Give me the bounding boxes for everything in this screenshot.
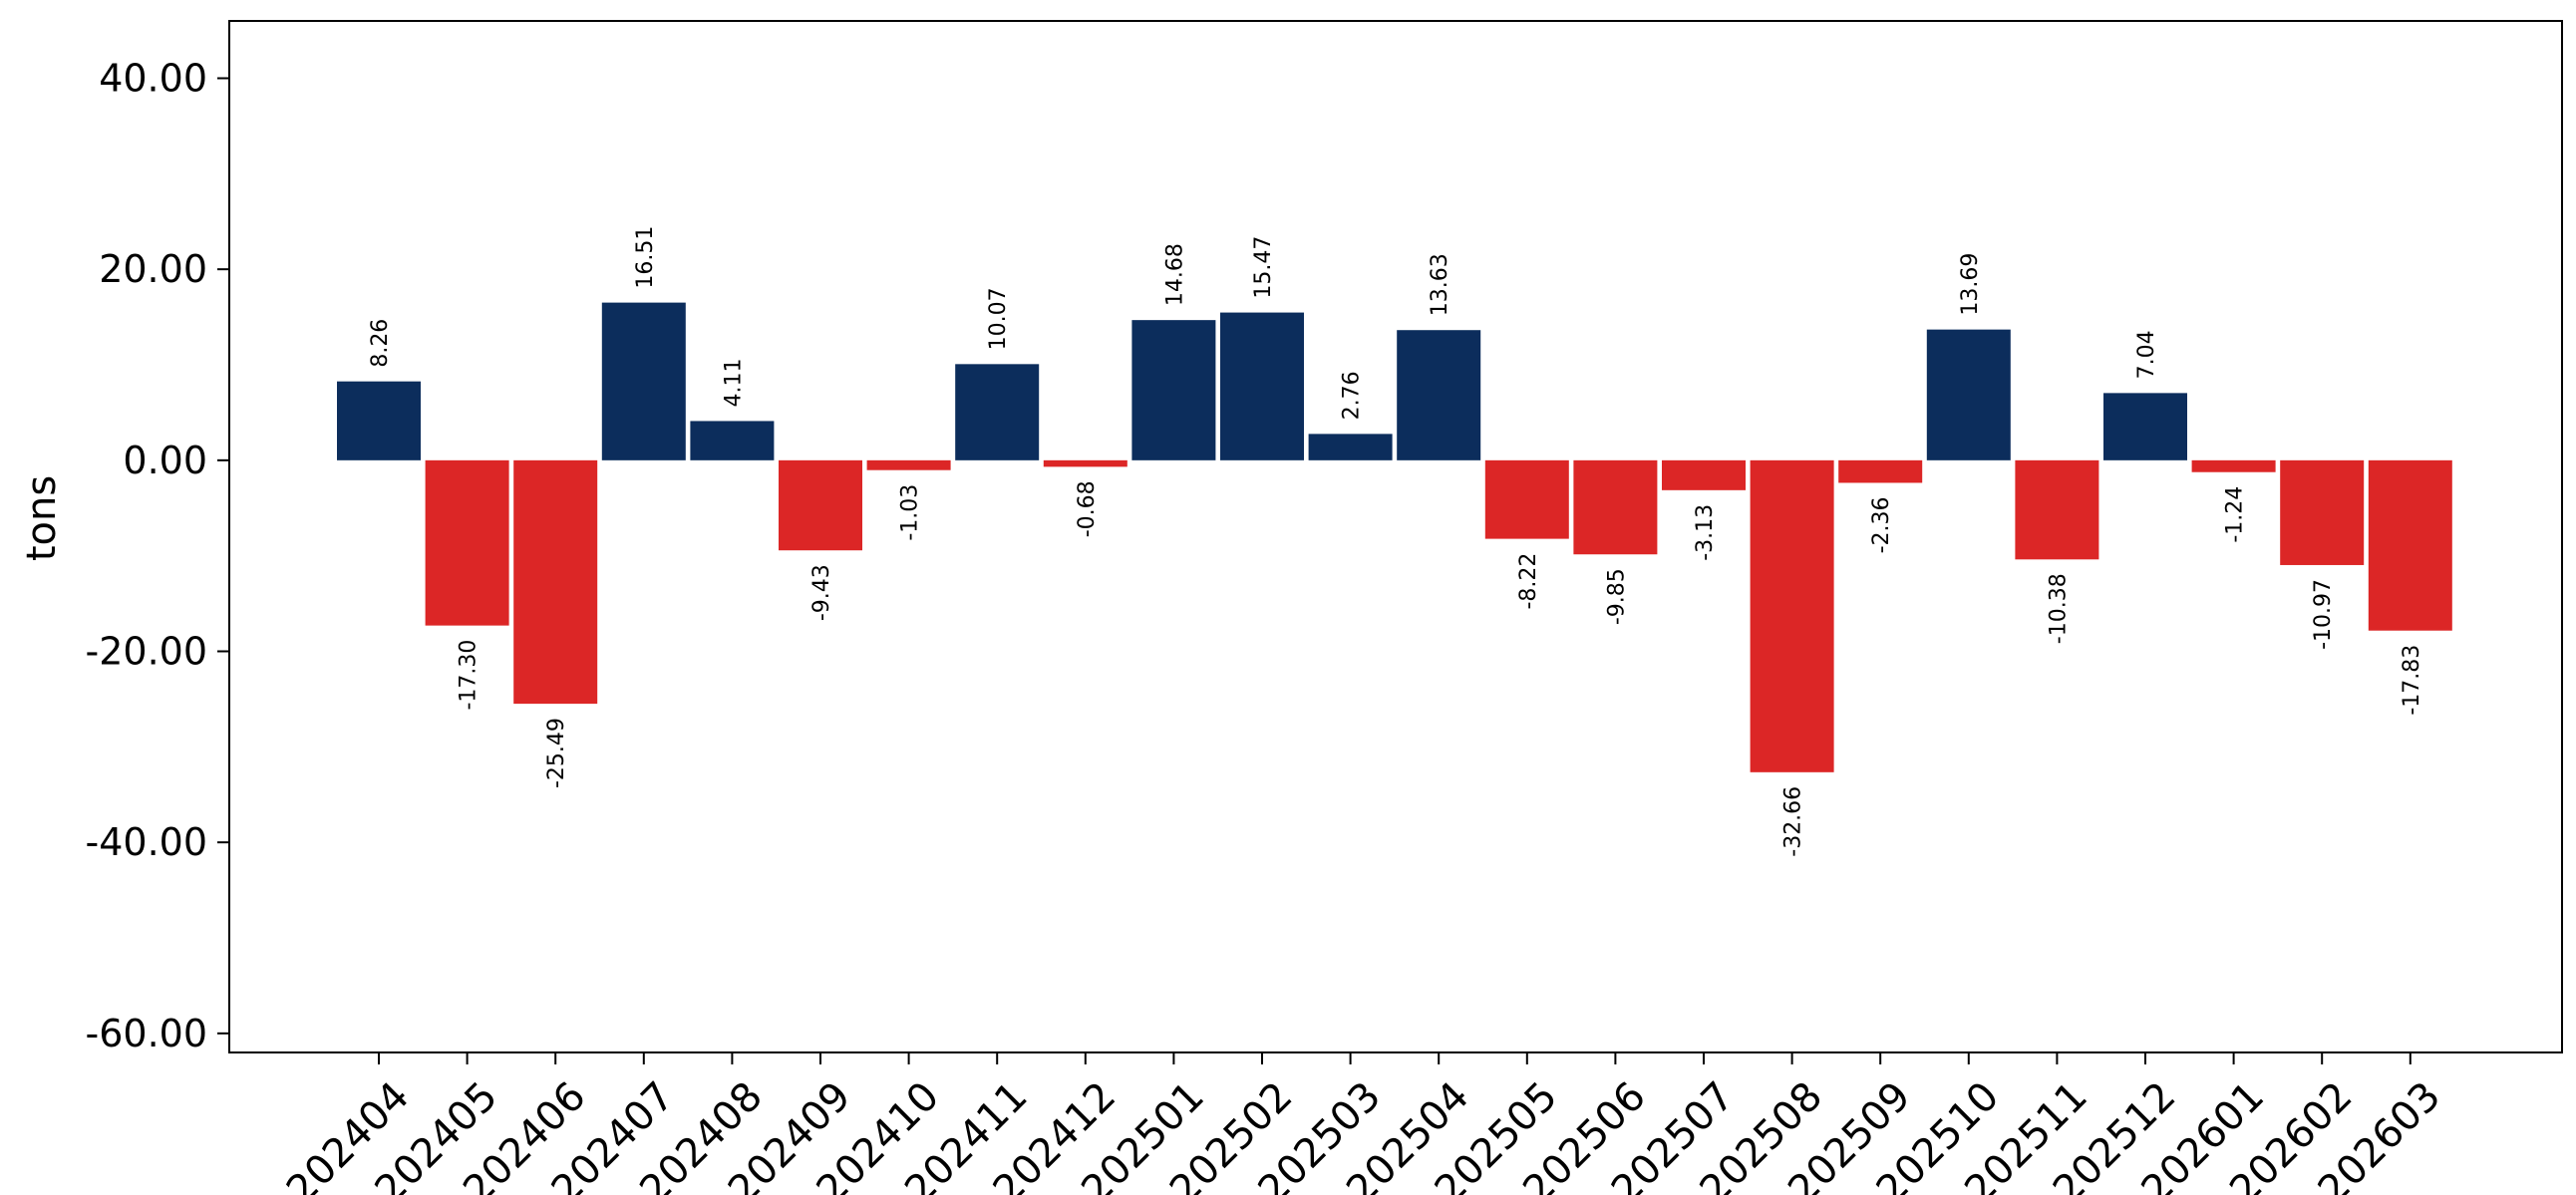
bar-202505 — [1484, 459, 1569, 539]
bar-202412 — [1043, 459, 1127, 467]
data-label-202602: -10.97 — [2311, 579, 2336, 650]
bar-202509 — [1838, 459, 1923, 483]
x-axis: 2024042024052024062024072024082024092024… — [278, 1052, 2449, 1195]
data-label-202411: 10.07 — [986, 287, 1011, 350]
data-label-202509: -2.36 — [1869, 496, 1894, 553]
data-label-202502: 15.47 — [1251, 236, 1276, 299]
data-label-202408: 4.11 — [721, 358, 746, 407]
data-label-202505: -8.22 — [1516, 553, 1541, 610]
bar-202407 — [601, 302, 686, 460]
plot-frame — [228, 20, 2563, 1053]
data-label-202512: 7.04 — [2134, 330, 2159, 379]
bar-202510 — [1926, 329, 2011, 460]
bar-202503 — [1308, 434, 1393, 460]
data-labels-group: 8.26 -17.30 -25.49 16.51 4.11 -9.43 -1.03 10.07… — [368, 226, 2424, 857]
data-label-202501: 14.68 — [1162, 243, 1187, 306]
data-label-202507: -3.13 — [1693, 504, 1718, 561]
bar-202405 — [425, 459, 509, 626]
bar-202411 — [955, 364, 1040, 460]
data-label-202409: -9.43 — [809, 564, 834, 621]
data-label-202405: -17.30 — [457, 640, 482, 711]
y-tick-label: -20.00 — [86, 630, 208, 674]
data-label-202510: 13.69 — [1958, 253, 1983, 316]
bar-202409 — [779, 459, 862, 551]
bar-202603 — [2368, 459, 2452, 631]
bar-202404 — [337, 381, 421, 460]
bar-202504 — [1397, 330, 1481, 460]
bar-202406 — [513, 459, 598, 705]
y-tick-label: 40.00 — [99, 57, 207, 101]
bar-202512 — [2103, 393, 2187, 460]
data-label-202508: -32.66 — [1781, 786, 1806, 857]
data-label-202406: -25.49 — [544, 718, 569, 788]
bar-202408 — [690, 421, 775, 460]
data-label-202603: -17.83 — [2400, 645, 2424, 716]
bar-202601 — [2191, 459, 2276, 472]
data-label-202407: 16.51 — [633, 226, 658, 289]
y-tick-label: -40.00 — [86, 820, 208, 864]
bar-202506 — [1573, 459, 1658, 555]
y-tick-label: 0.00 — [123, 439, 207, 482]
y-tick-label: 20.00 — [99, 247, 207, 291]
bar-202508 — [1750, 459, 1834, 772]
bar-202511 — [2015, 459, 2099, 560]
data-label-202511: -10.38 — [2046, 573, 2071, 644]
bar-202501 — [1131, 320, 1216, 460]
data-label-202601: -1.24 — [2223, 486, 2248, 543]
y-axis: 40.00 20.00 0.00 -20.00 -40.00 -60.00 — [86, 57, 229, 1055]
data-label-202412: -0.68 — [1075, 480, 1100, 537]
data-label-202404: 8.26 — [368, 319, 393, 368]
data-label-202503: 2.76 — [1340, 371, 1365, 420]
data-label-202506: -9.85 — [1604, 568, 1629, 625]
bar-202410 — [866, 459, 951, 470]
y-axis-label: tons — [19, 475, 65, 561]
bars-group — [337, 302, 2452, 772]
data-label-202410: -1.03 — [898, 484, 923, 541]
bar-202602 — [2280, 459, 2365, 565]
bar-202502 — [1220, 312, 1304, 460]
bar-202507 — [1662, 459, 1746, 490]
data-label-202504: 13.63 — [1428, 253, 1452, 316]
y-tick-label: -60.00 — [86, 1012, 208, 1055]
